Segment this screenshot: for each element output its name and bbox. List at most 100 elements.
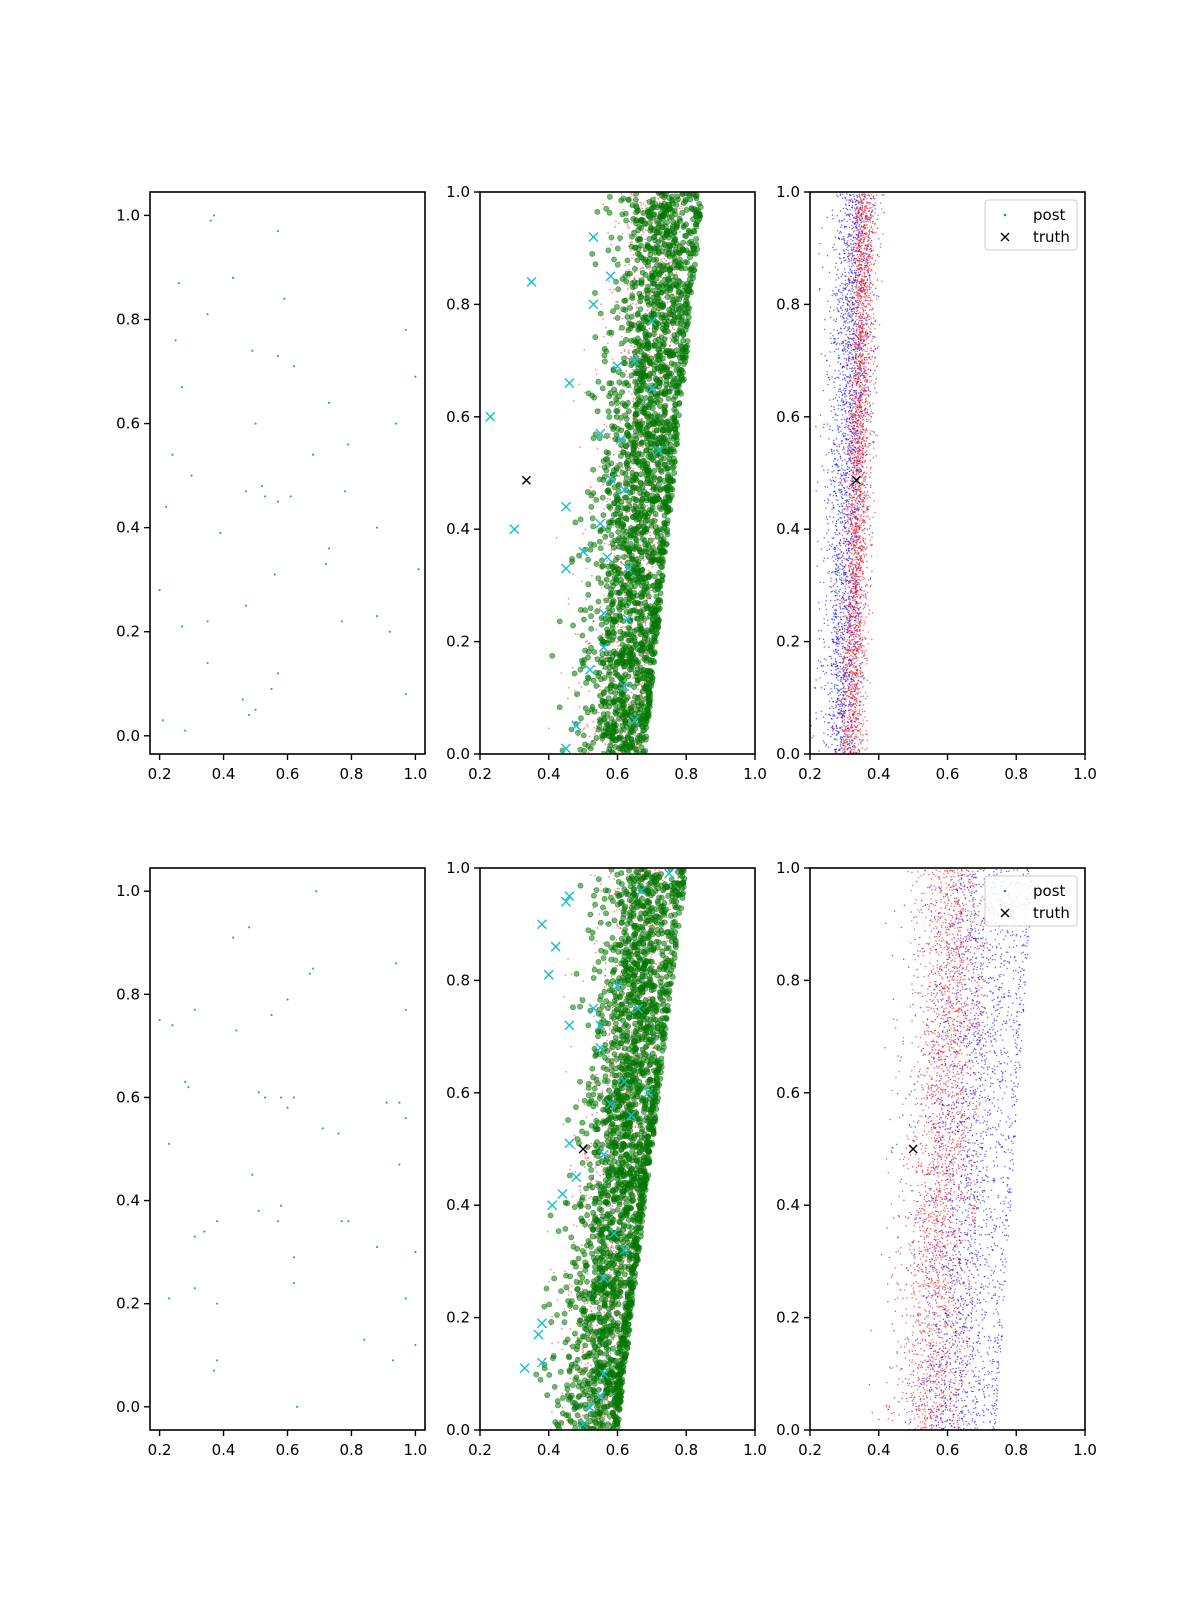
cloud-point xyxy=(593,683,600,689)
cloud-point xyxy=(657,262,663,269)
cloud-point xyxy=(602,533,609,540)
cloud-point xyxy=(852,339,855,342)
cloud-point xyxy=(665,483,672,490)
cloud-point xyxy=(605,500,608,503)
cloud-point xyxy=(693,192,700,199)
cloud-point xyxy=(838,288,840,291)
cloud-point xyxy=(627,615,630,618)
cloud-point xyxy=(840,473,842,475)
cloud-point xyxy=(596,435,603,442)
cloud-point xyxy=(605,462,611,468)
cloud-point xyxy=(869,404,872,407)
cloud-point xyxy=(833,683,836,686)
cloud-point xyxy=(642,736,649,743)
cloud-point xyxy=(688,206,695,213)
cloud-point xyxy=(620,726,627,733)
cloud-point xyxy=(693,212,699,219)
data-point xyxy=(340,620,343,623)
cloud-point xyxy=(598,621,605,628)
cloud-point xyxy=(605,730,612,737)
cloud-point xyxy=(862,325,864,328)
cloud-point xyxy=(676,305,682,312)
cloud-point xyxy=(606,497,609,500)
cloud-point xyxy=(851,205,854,207)
data-point xyxy=(375,615,379,618)
cloud-point xyxy=(859,356,862,359)
cloud-point xyxy=(612,454,615,456)
cloud-point xyxy=(673,201,680,208)
cloud-point xyxy=(566,697,569,700)
cloud-point xyxy=(844,322,847,324)
cloud-point xyxy=(664,274,667,277)
cloud-point xyxy=(589,511,591,514)
cloud-point xyxy=(663,509,670,516)
cloud-point xyxy=(863,385,865,387)
cloud-point xyxy=(579,446,582,448)
cloud-point xyxy=(637,664,644,671)
data-point xyxy=(180,386,184,389)
data-point xyxy=(219,531,222,534)
cloud-point xyxy=(823,688,826,690)
data-point xyxy=(251,349,254,352)
cloud-point xyxy=(641,267,643,269)
cloud-point xyxy=(868,613,870,615)
cloud-point xyxy=(619,533,626,540)
cloud-point xyxy=(866,319,868,322)
cloud-point xyxy=(658,549,664,556)
cloud-point xyxy=(623,537,629,544)
cloud-point xyxy=(622,273,629,279)
data-point xyxy=(289,495,292,498)
cloud-point xyxy=(837,196,839,198)
cloud-point xyxy=(668,213,675,220)
cloud-point xyxy=(628,220,631,223)
cloud-point xyxy=(675,277,682,284)
cloud-point xyxy=(620,561,622,563)
data-point xyxy=(327,401,331,404)
cloud-point xyxy=(865,338,868,340)
cloud-point xyxy=(835,631,838,633)
cloud-point xyxy=(650,486,657,493)
cloud-point xyxy=(586,725,589,728)
cloud-point xyxy=(874,320,876,323)
cloud-point xyxy=(859,503,862,505)
cloud-point xyxy=(675,361,681,368)
sample-cross xyxy=(646,316,657,327)
cloud-point xyxy=(838,637,841,640)
cloud-point xyxy=(622,505,629,512)
cloud-point xyxy=(833,615,835,617)
cloud-point xyxy=(841,309,844,311)
cloud-point xyxy=(853,237,855,239)
cloud-point xyxy=(613,710,620,717)
cloud-point xyxy=(620,561,623,564)
cloud-point xyxy=(635,250,641,257)
cloud-point xyxy=(600,477,607,483)
cloud-point xyxy=(836,445,838,448)
cloud-point xyxy=(628,233,631,236)
cloud-point xyxy=(677,217,684,224)
cloud-point xyxy=(629,249,632,252)
data-point xyxy=(161,719,164,722)
data-point xyxy=(241,698,244,701)
cloud-point xyxy=(843,448,845,450)
cloud-point xyxy=(653,427,660,434)
cloud-point xyxy=(595,598,602,605)
cloud-point xyxy=(831,294,833,297)
data-point xyxy=(244,490,248,493)
cloud-point xyxy=(856,647,859,649)
cloud-point xyxy=(863,484,866,487)
cloud-point xyxy=(823,732,825,734)
cloud-point xyxy=(655,460,662,466)
cloud-point xyxy=(869,292,871,295)
cloud-point xyxy=(627,351,630,354)
cloud-point xyxy=(839,694,842,696)
cloud-point xyxy=(851,224,853,227)
cloud-point xyxy=(651,311,657,318)
cloud-point xyxy=(844,591,847,593)
cloud-point xyxy=(613,414,620,420)
cloud-point xyxy=(601,675,608,681)
cloud-point xyxy=(836,229,839,232)
cloud-point xyxy=(608,591,614,598)
cloud-point xyxy=(869,442,871,445)
cloud-point xyxy=(845,350,847,353)
cloud-point xyxy=(670,312,677,318)
